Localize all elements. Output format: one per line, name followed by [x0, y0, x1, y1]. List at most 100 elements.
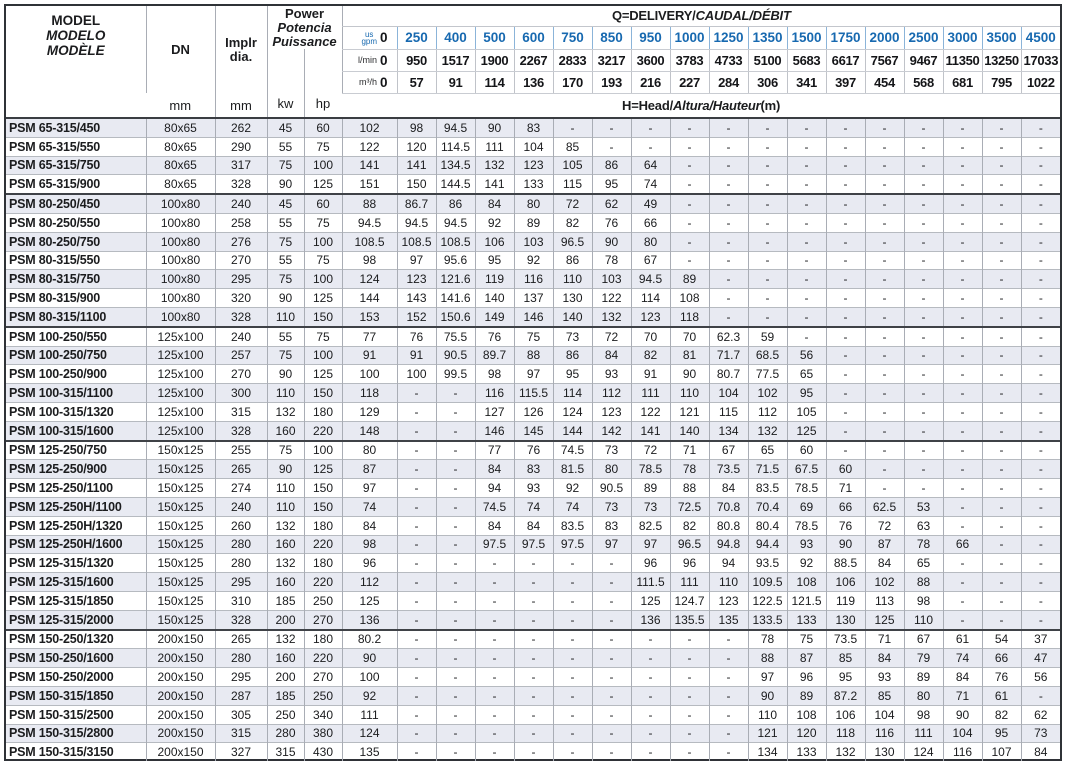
model-cell: PSM 100-315/1100	[6, 383, 146, 403]
head-value-cell: -	[1020, 459, 1061, 479]
head-value-cell: -	[552, 553, 593, 573]
head-value-cell: 76	[591, 213, 632, 233]
head-value-cell: 82	[552, 213, 593, 233]
impeller-dia-cell: 274	[214, 478, 267, 498]
model-cell: PSM 100-250/900	[9, 367, 107, 382]
head-value-cell: -	[1020, 686, 1061, 706]
head-value-cell: -	[864, 194, 905, 214]
hp-cell: 100	[303, 269, 343, 289]
impeller-dia-cell: 255	[214, 440, 267, 460]
head-value-cell: 88	[669, 478, 710, 498]
head-value-cell: 111	[669, 572, 710, 592]
head-value-cell: -	[942, 610, 983, 630]
head-value-cell: -	[1020, 383, 1061, 403]
head-value-cell: 66	[825, 497, 866, 517]
dn-cell: 100x80	[145, 288, 215, 308]
table-row: PSM 150-250/1320 200x150 265 132 180 80.2- - - -…	[6, 629, 1061, 649]
head-value-cell: 80.7	[708, 364, 749, 384]
table-row: PSM 100-250/900 125x100 270 90 125 100 100 99.5…	[6, 364, 1061, 384]
head-value-cell: -	[942, 497, 983, 517]
head-value-cell: -	[903, 440, 944, 460]
head-value-cell: 78	[669, 459, 710, 479]
table-row: PSM 80-315/900 100x80 320 90 125 144 143 141.6 1…	[6, 288, 1061, 308]
head-value-cell: -	[1020, 478, 1061, 498]
head-value-cell: 86.7	[396, 194, 437, 214]
head-value-cell: -	[981, 232, 1022, 252]
head-value-cell: 94.8	[708, 535, 749, 554]
head-value-cell: 65	[903, 553, 944, 573]
dn-cell: 200x150	[145, 724, 215, 743]
head-value-cell: -	[552, 742, 593, 762]
head-value-cell: -	[981, 459, 1022, 479]
header-row-m3h: m³/h 0 57 91 114 136 170 193 216 227 284 306 341 39…	[6, 71, 1061, 94]
head-value-cell: 72	[552, 194, 593, 214]
head-value-cell: -	[591, 705, 632, 724]
model-cell: PSM 150-315/2500	[9, 707, 114, 722]
head-value-cell: 91	[341, 346, 398, 365]
model-cell: PSM 125-250H/1100	[6, 497, 146, 517]
head-value-cell: -	[981, 497, 1022, 517]
head-value-cell: -	[942, 288, 983, 308]
kw-cell: 160	[266, 421, 304, 441]
head-value-cell: 92	[552, 478, 593, 498]
kw-cell: 280	[266, 724, 304, 743]
head-value-cell: 115	[708, 402, 749, 422]
head-value-cell: 118	[341, 383, 398, 403]
head-value-cell: -	[1020, 346, 1061, 365]
head-value-cell: 88	[747, 648, 788, 668]
head-value-cell: 83	[513, 459, 554, 479]
flow-gpm-value: 2000	[864, 26, 905, 50]
head-value-cell: -	[864, 137, 905, 157]
head-value-cell: 86	[435, 194, 476, 214]
head-value-cell: -	[708, 288, 749, 308]
head-value-cell: 110	[552, 269, 593, 289]
impeller-dia-cell: 305	[214, 705, 267, 724]
head-value-cell: -	[513, 591, 554, 611]
head-value-cell: 87	[864, 535, 905, 554]
head-value-cell: 125	[786, 421, 827, 441]
head-value-cell: 116	[513, 269, 554, 289]
head-value-cell: 114.5	[435, 137, 476, 157]
head-value-cell: 111	[474, 137, 515, 157]
flow-lmin-value: 13250	[981, 49, 1022, 72]
flow-m3h-value: 795	[981, 71, 1022, 94]
head-title: H=Head/Altura/Hauteur(m)	[342, 93, 1061, 118]
table-row: PSM 125-250/750 150x125 255 75 100 80- -77 76 74…	[6, 440, 1061, 460]
head-value-cell: -	[942, 591, 983, 611]
dn-cell: 125x100	[145, 383, 215, 403]
head-value-cell: 118	[825, 724, 866, 743]
dn-cell: 100x80	[145, 194, 215, 214]
head-value-cell: -	[435, 421, 476, 441]
model-column-header: MODEL MODELO MODÈLE	[6, 6, 146, 118]
head-value-cell: 74	[552, 497, 593, 517]
dn-cell: 80x65	[145, 156, 215, 175]
head-value-cell: 114	[552, 383, 593, 403]
head-value-cell: 88	[903, 572, 944, 592]
head-value-cell: 144	[341, 288, 398, 308]
model-cell: PSM 65-315/450	[6, 118, 146, 138]
head-value-cell: -	[630, 667, 671, 687]
head-value-cell: 95.6	[435, 251, 476, 270]
head-value-cell: -	[591, 724, 632, 743]
head-value-cell: -	[630, 118, 671, 138]
dn-cell: 150x125	[145, 553, 215, 573]
head-value-cell: 81	[669, 346, 710, 365]
head-value-cell: 120	[396, 137, 437, 157]
dn-column-header: DN	[145, 6, 215, 93]
hp-cell: 150	[303, 383, 343, 403]
head-value-cell: -	[630, 705, 671, 724]
head-value-cell: -	[786, 137, 827, 157]
flow-gpm-value: 4500	[1020, 26, 1061, 50]
kw-cell: 185	[266, 591, 304, 611]
head-value-cell: 106	[825, 572, 866, 592]
head-value-cell: -	[474, 648, 515, 668]
head-value-cell: 104	[864, 705, 905, 724]
head-value-cell: 107	[981, 742, 1022, 762]
head-value-cell: -	[552, 667, 593, 687]
head-value-cell: 133.5	[747, 610, 788, 630]
kw-cell: 200	[266, 667, 304, 687]
hp-cell: 75	[303, 137, 343, 157]
head-value-cell: 93	[786, 535, 827, 554]
flow-m3h-value: 681	[942, 71, 983, 94]
table-row: PSM 100-315/1100 125x100 300 110 150 118- -116…	[6, 383, 1061, 403]
